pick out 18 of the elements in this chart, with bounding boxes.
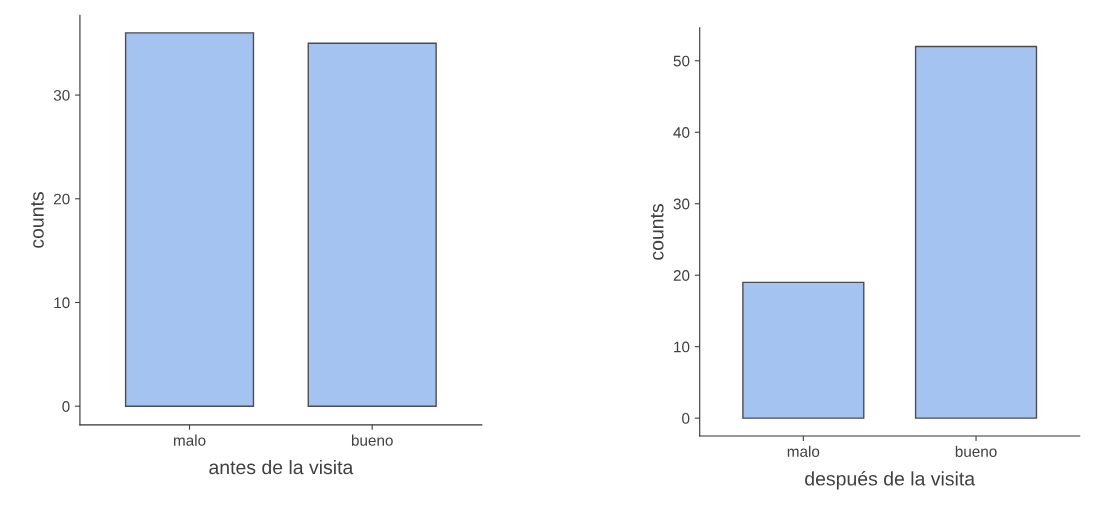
- y-tick-label: 30: [53, 89, 70, 101]
- y-tick-label: 40: [673, 127, 690, 138]
- y-tick-label: 0: [62, 401, 70, 412]
- y-axis-title: counts: [31, 192, 44, 248]
- x-axis-title: después de la visita: [805, 471, 976, 490]
- x-tick-label: bueno: [955, 445, 997, 457]
- x-tick-label: bueno: [351, 434, 393, 446]
- x-axis-title: antes de la visita: [209, 459, 354, 475]
- y-axis-title: counts: [650, 204, 664, 260]
- x-tick-label: malo: [787, 445, 820, 457]
- y-tick-label: 10: [54, 297, 70, 309]
- y-tick-label: 30: [673, 198, 690, 210]
- y-tick-label: 10: [674, 341, 690, 353]
- y-tick-label: 0: [682, 413, 690, 424]
- y-tick-label: 20: [53, 193, 70, 205]
- y-tick-label: 20: [673, 270, 690, 281]
- y-tick-label: 50: [673, 55, 690, 67]
- x-tick-label: malo: [173, 434, 206, 446]
